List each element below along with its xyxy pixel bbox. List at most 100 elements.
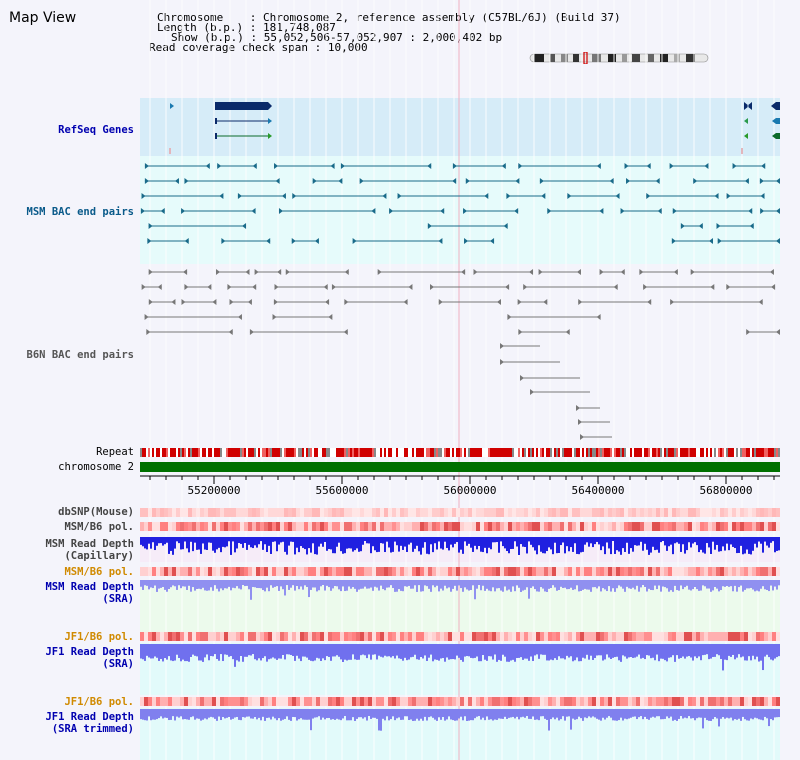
heat-cell — [324, 697, 328, 706]
heat-cell — [160, 522, 164, 531]
depth-bar — [736, 537, 738, 554]
repeat-segment — [444, 448, 446, 457]
track-panel[interactable]: 55200000 55600000 56000000 56400000 5680… — [140, 0, 780, 760]
heat-cell — [532, 697, 536, 706]
depth-bar — [702, 537, 704, 553]
heat-cell — [604, 522, 608, 531]
repeat-segment — [674, 448, 676, 457]
msm-depth-capillary[interactable] — [140, 537, 780, 555]
msm-bac-end-pairs[interactable] — [140, 163, 780, 244]
depth-bar — [396, 644, 398, 656]
heat-cell — [316, 522, 320, 531]
bac-end-marker — [704, 163, 709, 169]
repeat-segment — [728, 448, 730, 457]
depth-bar — [742, 644, 744, 657]
heat-cell — [204, 567, 208, 576]
repeat-segment — [388, 448, 390, 457]
heat-cell — [308, 567, 312, 576]
depth-bar — [712, 537, 714, 542]
depth-bar — [192, 644, 194, 655]
msm-pol-sra-heat-strip[interactable] — [140, 567, 780, 576]
depth-bar — [236, 580, 238, 587]
heat-cell — [320, 522, 324, 531]
chromosome-bar[interactable] — [140, 462, 780, 472]
depth-bar — [654, 580, 656, 586]
heat-cell — [256, 508, 260, 517]
heat-cell — [772, 632, 776, 641]
repeat-segment — [620, 448, 622, 457]
depth-bar — [490, 644, 492, 657]
heat-cell — [148, 508, 152, 517]
gene-block[interactable] — [776, 102, 780, 110]
depth-bar — [398, 644, 400, 659]
depth-bar — [404, 644, 406, 658]
depth-bar — [196, 580, 198, 589]
repeat-segment — [522, 448, 524, 457]
depth-bar — [450, 709, 452, 720]
gene-block[interactable] — [215, 102, 268, 110]
depth-bar — [260, 537, 262, 542]
heat-cell — [220, 508, 224, 517]
heat-cell — [600, 522, 604, 531]
depth-bar — [612, 537, 614, 542]
gene-block[interactable] — [776, 118, 780, 124]
heat-cell — [700, 697, 704, 706]
depth-bar — [444, 580, 446, 586]
depth-bar — [506, 537, 508, 552]
heat-cell — [676, 522, 680, 531]
bac-end-marker — [709, 238, 714, 244]
depth-bar — [586, 580, 588, 590]
coverage-label: Read coverage check span — [149, 41, 308, 54]
depth-bar — [402, 709, 404, 720]
repeat-segment — [498, 448, 500, 457]
jf1-depth-sra-trimmed[interactable] — [140, 709, 780, 731]
depth-bar — [396, 709, 398, 719]
heat-cell — [668, 632, 672, 641]
heat-cell — [368, 567, 372, 576]
repeat-track[interactable] — [140, 448, 780, 457]
chromosome-ideogram[interactable] — [528, 52, 714, 64]
depth-bar — [578, 709, 580, 717]
heat-cell — [280, 632, 284, 641]
depth-bar — [726, 709, 728, 718]
heat-cell — [700, 567, 704, 576]
heat-cell — [512, 522, 516, 531]
depth-bar — [522, 537, 524, 547]
heat-cell — [304, 508, 308, 517]
dbsnp-heat-strip[interactable] — [140, 508, 780, 517]
heat-cell — [428, 632, 432, 641]
depth-bar — [162, 580, 164, 587]
depth-bar — [200, 644, 202, 661]
depth-bar — [516, 644, 518, 659]
depth-bar — [660, 709, 662, 720]
bac-end-marker — [291, 238, 296, 244]
heat-cell — [496, 508, 500, 517]
heat-cell — [372, 567, 376, 576]
depth-bar — [290, 644, 292, 655]
depth-bar — [656, 709, 658, 717]
repeat-segment — [734, 448, 736, 457]
depth-bar — [354, 537, 356, 551]
depth-bar — [390, 537, 392, 553]
depth-bar — [258, 709, 260, 718]
gene-block[interactable] — [776, 133, 780, 139]
bac-end-marker — [578, 299, 583, 305]
depth-bar — [176, 580, 178, 590]
depth-bar — [386, 709, 388, 717]
bac-end-marker — [141, 193, 146, 199]
b6n-bac-end-pairs[interactable] — [141, 269, 780, 440]
depth-bar — [542, 644, 544, 655]
msm-depth-sra[interactable] — [140, 580, 780, 600]
heat-cell — [572, 567, 576, 576]
jf1-pol-heat-strip[interactable] — [140, 632, 780, 641]
heat-cell — [364, 697, 368, 706]
jf1-depth-sra[interactable] — [140, 644, 780, 671]
jf1-pol-trim-heat-strip[interactable] — [140, 697, 780, 706]
heat-cell — [660, 522, 664, 531]
depth-bar — [174, 580, 176, 587]
depth-bar — [230, 644, 232, 657]
refseq-genes[interactable] — [169, 102, 780, 154]
msm-pol-heat-strip[interactable] — [140, 522, 780, 531]
depth-bar — [198, 537, 200, 550]
depth-bar — [158, 644, 160, 661]
